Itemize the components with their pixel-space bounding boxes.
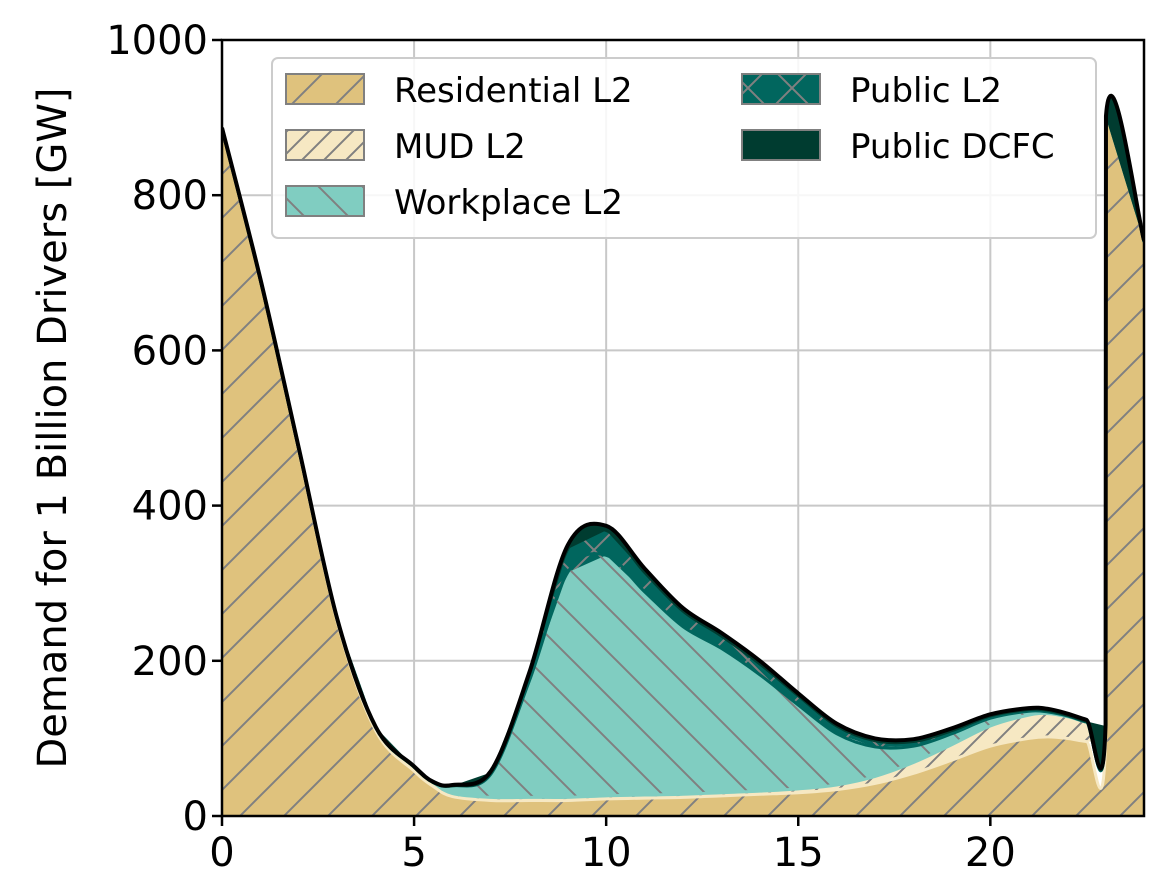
stacked-areas xyxy=(222,94,1144,816)
y-ticks: 0 200 400 600 800 1000 xyxy=(106,18,222,840)
x-tick-label: 15 xyxy=(773,830,824,876)
y-tick-label: 0 xyxy=(183,794,208,840)
total-demand-line xyxy=(222,93,1144,788)
x-tick-label: 5 xyxy=(401,830,426,876)
y-tick-label: 400 xyxy=(132,484,208,530)
y-axis-title: Demand for 1 Billion Drivers [GW] xyxy=(30,87,76,768)
legend-label: Workplace L2 xyxy=(394,183,623,223)
x-tick-label: 0 xyxy=(209,830,234,876)
y-tick-label: 200 xyxy=(132,639,208,685)
area-hatch-residential-l2 xyxy=(222,96,1144,816)
legend-swatch-hatch xyxy=(741,73,821,105)
legend: Residential L2 MUD L2 Workplace L2 Public L… xyxy=(271,57,1097,239)
y-tick-label: 600 xyxy=(132,328,208,374)
y-tick-label: 800 xyxy=(132,173,208,219)
legend-label: Public DCFC xyxy=(850,127,1055,167)
plot-frame xyxy=(220,38,1146,818)
legend-box xyxy=(271,57,1097,239)
legend-swatch-hatch xyxy=(285,129,365,161)
area-hatch-workplace-l2 xyxy=(222,97,1144,798)
legend-swatch-hatch xyxy=(285,73,365,105)
legend-label: Residential L2 xyxy=(394,71,633,111)
x-tick-label: 20 xyxy=(965,830,1016,876)
legend-label: MUD L2 xyxy=(394,127,526,167)
x-ticks: 0 5 10 15 20 xyxy=(209,816,1016,876)
y-tick-label: 1000 xyxy=(106,18,208,64)
total-line-group xyxy=(222,93,1144,788)
legend-swatch-hatch xyxy=(285,185,365,217)
legend-label: Public L2 xyxy=(850,71,1002,111)
x-tick-label: 10 xyxy=(581,830,632,876)
legend-swatch xyxy=(741,129,821,161)
area-hatch-mud-l2 xyxy=(222,97,1144,801)
